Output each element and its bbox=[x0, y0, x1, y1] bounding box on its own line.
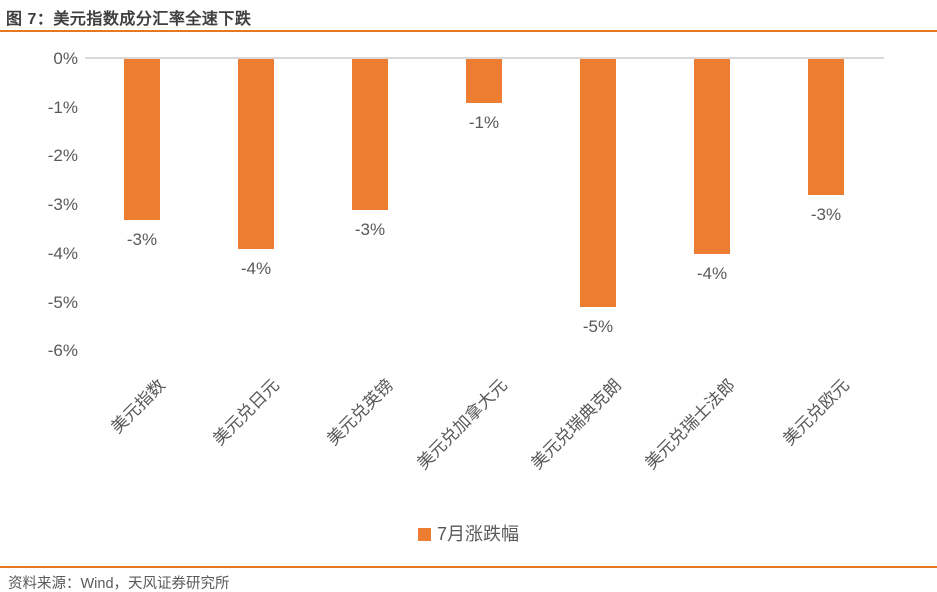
y-axis-tick: -2% bbox=[47, 146, 78, 165]
source-attribution: 资料来源：Wind，天风证券研究所 bbox=[8, 576, 230, 592]
y-axis-tick: -6% bbox=[47, 341, 78, 360]
bar-data-label: -4% bbox=[240, 259, 272, 278]
y-axis-tick: -4% bbox=[47, 244, 78, 263]
x-axis-category-label: 美元兑英镑 bbox=[323, 375, 397, 450]
y-axis-tick: -1% bbox=[47, 98, 78, 117]
x-axis-category-label: 美元兑瑞典克朗 bbox=[527, 375, 625, 474]
bar-美元兑瑞士法郎 bbox=[694, 59, 730, 254]
bar-美元兑欧元 bbox=[808, 59, 844, 195]
bar-美元指数 bbox=[124, 59, 160, 220]
bar-美元兑瑞典克朗 bbox=[580, 59, 616, 307]
bar-data-label: -5% bbox=[582, 317, 614, 336]
figure-title: 图 7：美元指数成分汇率全速下跌 bbox=[6, 11, 252, 28]
title-divider-rule bbox=[0, 30, 937, 32]
bar-data-label: -3% bbox=[354, 220, 386, 239]
y-axis-tick: 0% bbox=[53, 49, 78, 68]
x-axis-category-label: 美元兑加拿大元 bbox=[413, 375, 511, 474]
bar-chart: 0% -1% -2% -3% -4% -5% -6% -3% -4% -3% -1% -5% -4% -… bbox=[0, 32, 937, 544]
x-axis-category-label: 美元指数 bbox=[107, 375, 169, 438]
x-axis-category-label: 美元兑瑞士法郎 bbox=[641, 375, 739, 474]
bar-美元兑日元 bbox=[238, 59, 274, 249]
legend-swatch-icon bbox=[417, 527, 431, 541]
bar-data-label: -3% bbox=[810, 205, 842, 224]
y-axis-tick: -3% bbox=[47, 195, 78, 214]
bar-美元兑英镑 bbox=[352, 59, 388, 210]
legend: 7月涨跌幅 bbox=[0, 524, 937, 544]
bar-data-label: -3% bbox=[126, 230, 158, 249]
x-axis-category-label: 美元兑日元 bbox=[209, 375, 283, 450]
y-axis-tick: -5% bbox=[47, 293, 78, 312]
x-axis-category-label: 美元兑欧元 bbox=[779, 375, 853, 450]
bar-美元兑加拿大元 bbox=[466, 59, 502, 103]
bar-data-label: -4% bbox=[696, 264, 728, 283]
legend-label: 7月涨跌幅 bbox=[436, 524, 519, 544]
bar-data-label: -1% bbox=[468, 113, 500, 132]
zero-axis-line bbox=[85, 57, 884, 59]
footer-divider-rule bbox=[0, 566, 937, 568]
